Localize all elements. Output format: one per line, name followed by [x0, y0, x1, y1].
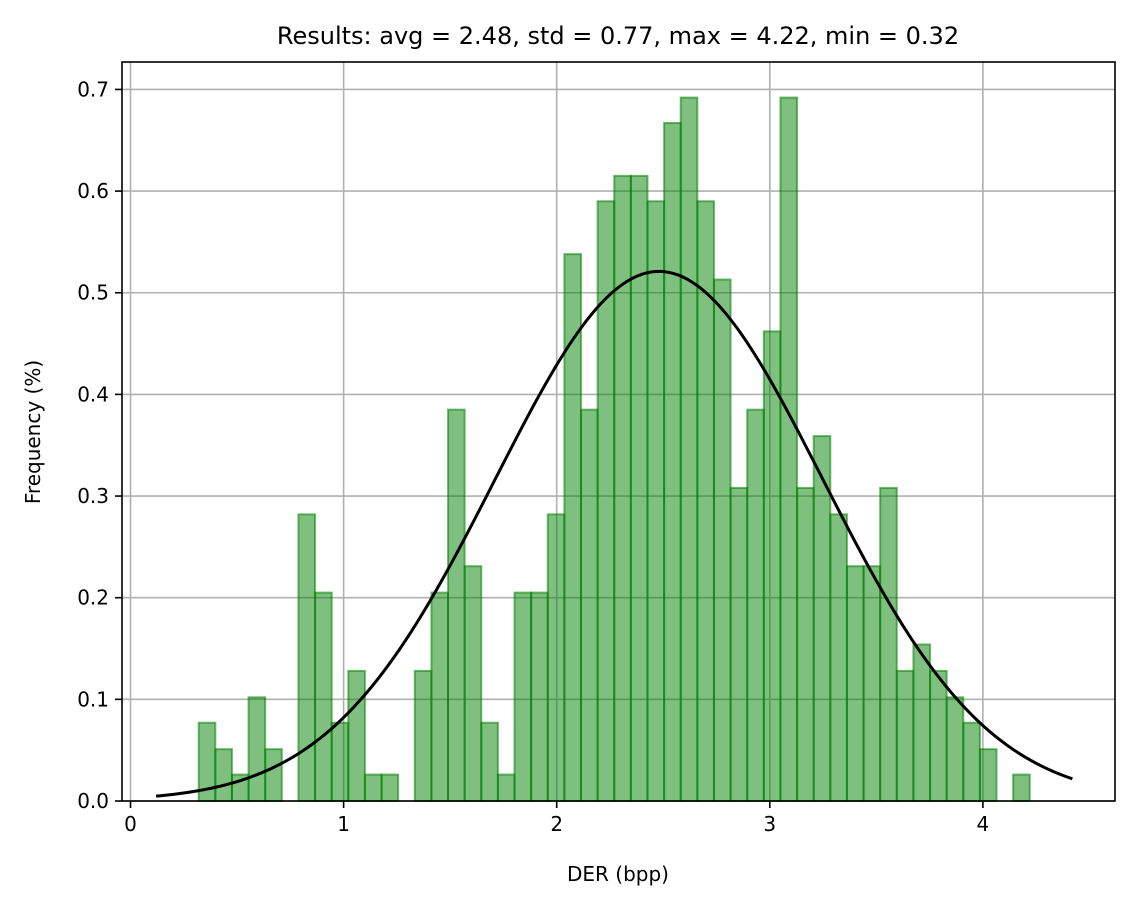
histogram-bar: [629, 174, 649, 802]
x-tick-label: 0: [124, 812, 137, 836]
x-tick-label: 3: [763, 812, 776, 836]
histogram-bar: [297, 513, 317, 803]
y-tick-label: 0.1: [77, 687, 109, 711]
y-tick-label: 0.6: [77, 179, 109, 203]
y-tick-label: 0.2: [77, 586, 109, 610]
histogram-bar: [845, 565, 865, 802]
histogram-bar: [779, 96, 799, 803]
histogram-bar: [247, 696, 267, 802]
histogram-bar: [729, 486, 749, 802]
y-tick-label: 0.3: [77, 484, 109, 508]
histogram-bar: [214, 748, 233, 803]
histogram-bar: [712, 278, 732, 802]
x-axis-ticks: 0 1 2 3 4: [124, 801, 989, 836]
histogram-bars: [197, 96, 1031, 803]
histogram-bar: [962, 721, 981, 802]
x-tick-label: 1: [337, 812, 350, 836]
histogram-bar: [879, 486, 898, 802]
histogram-bar: [380, 773, 400, 803]
y-tick-label: 0.0: [77, 789, 109, 813]
histogram-bar: [945, 696, 965, 802]
histogram-bar: [447, 408, 466, 802]
y-axis-label: Frequency (%): [21, 360, 45, 504]
histogram-bar: [1012, 773, 1031, 803]
y-tick-label: 0.4: [77, 382, 109, 406]
histogram-bar: [546, 513, 566, 803]
histogram-bar: [430, 591, 450, 802]
normal-fit-curve: [155, 269, 1073, 798]
chart-title: Results: avg = 2.48, std = 0.77, max = 4…: [277, 22, 959, 50]
histogram-bar: [746, 408, 765, 802]
histogram-bar: [912, 643, 932, 803]
histogram-bar: [895, 669, 915, 802]
histogram-bar: [679, 96, 699, 803]
histogram-bar: [663, 121, 682, 803]
histogram-bar: [613, 174, 632, 802]
histogram-bar: [978, 748, 998, 803]
histogram-bar: [330, 721, 350, 802]
histogram-bar: [480, 721, 499, 802]
x-tick-label: 4: [977, 812, 990, 836]
histogram-bar: [929, 669, 948, 802]
y-tick-label: 0.7: [77, 77, 109, 101]
histogram-bar: [496, 773, 516, 803]
histogram-bar: [796, 486, 815, 802]
plot-frame: [121, 61, 1116, 802]
histogram-bar: [347, 669, 366, 802]
histogram-bar: [513, 591, 533, 802]
y-tick-label: 0.5: [77, 281, 109, 305]
histogram-bar: [646, 200, 666, 802]
x-axis-label: DER (bpp): [567, 862, 669, 886]
histogram-bar: [563, 253, 582, 802]
histogram-bar: [314, 591, 333, 802]
histogram-bar: [762, 330, 782, 802]
histogram-bar: [463, 565, 483, 802]
histogram-bar: [829, 513, 848, 803]
histogram-bar: [579, 408, 599, 802]
y-axis-ticks: 0.0 0.1 0.2 0.3 0.4 0.5 0.6 0.7: [77, 77, 122, 813]
x-tick-label: 2: [550, 812, 563, 836]
histogram-bar: [264, 748, 283, 803]
histogram-bar: [862, 565, 882, 802]
histogram-bar: [530, 591, 549, 802]
histogram-bar: [413, 669, 433, 802]
histogram-bar: [363, 773, 383, 803]
